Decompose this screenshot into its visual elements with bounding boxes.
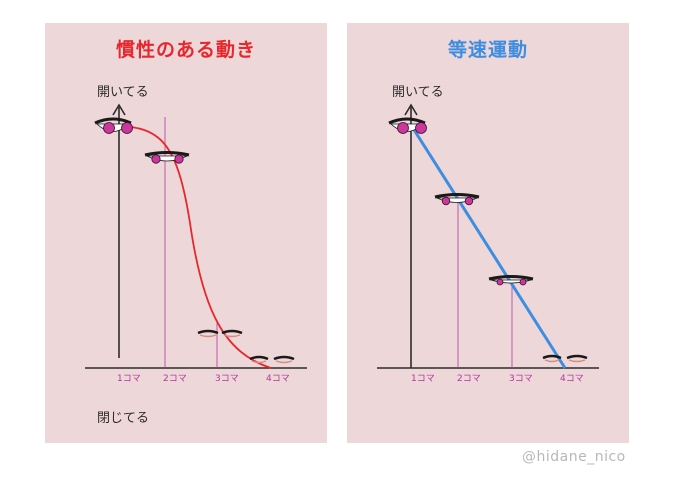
y-axis-arrow (404, 103, 418, 116)
credit-handle: @hidane_nico (522, 449, 626, 465)
left-panel-title: 慣性のある動き (115, 39, 256, 61)
linear-line (409, 124, 567, 369)
tick-label-1: 1コマ (117, 374, 141, 384)
eye-closed-icon (249, 355, 295, 364)
eye-closed-icon (542, 354, 588, 363)
left-panel-inertia: 慣性のある動き 開いてる 閉じてる 1コマ 2コマ 3コマ 4コマ (45, 23, 327, 443)
tick-label-3: 3コマ (509, 374, 533, 384)
eye-half-icon (488, 275, 534, 286)
y-axis-bottom-label: 閉じてる (97, 411, 150, 426)
y-axis-top-label: 開いてる (392, 85, 444, 100)
tick-label-4: 4コマ (266, 374, 290, 384)
right-panel-linear: 等速運動 開いてる 1コマ 2コマ 3コマ 4コマ (347, 23, 629, 443)
tick-label-4: 4コマ (560, 374, 584, 384)
eye-open-icon (388, 117, 427, 134)
eye-open-icon (94, 117, 133, 134)
eye-half-icon (144, 151, 190, 164)
tick-label-3: 3コマ (215, 374, 239, 384)
tick-label-2: 2コマ (457, 374, 481, 384)
tick-label-2: 2コマ (163, 374, 187, 384)
tick-label-1: 1コマ (411, 374, 435, 384)
y-axis-arrow (112, 103, 126, 116)
ease-curve (112, 125, 272, 369)
right-panel-title: 等速運動 (447, 39, 528, 61)
left-diagram (85, 103, 307, 369)
y-axis-top-label: 開いてる (97, 85, 149, 100)
eye-closed-icon (197, 329, 243, 338)
right-diagram (377, 103, 599, 369)
eye-half-icon (434, 193, 480, 206)
